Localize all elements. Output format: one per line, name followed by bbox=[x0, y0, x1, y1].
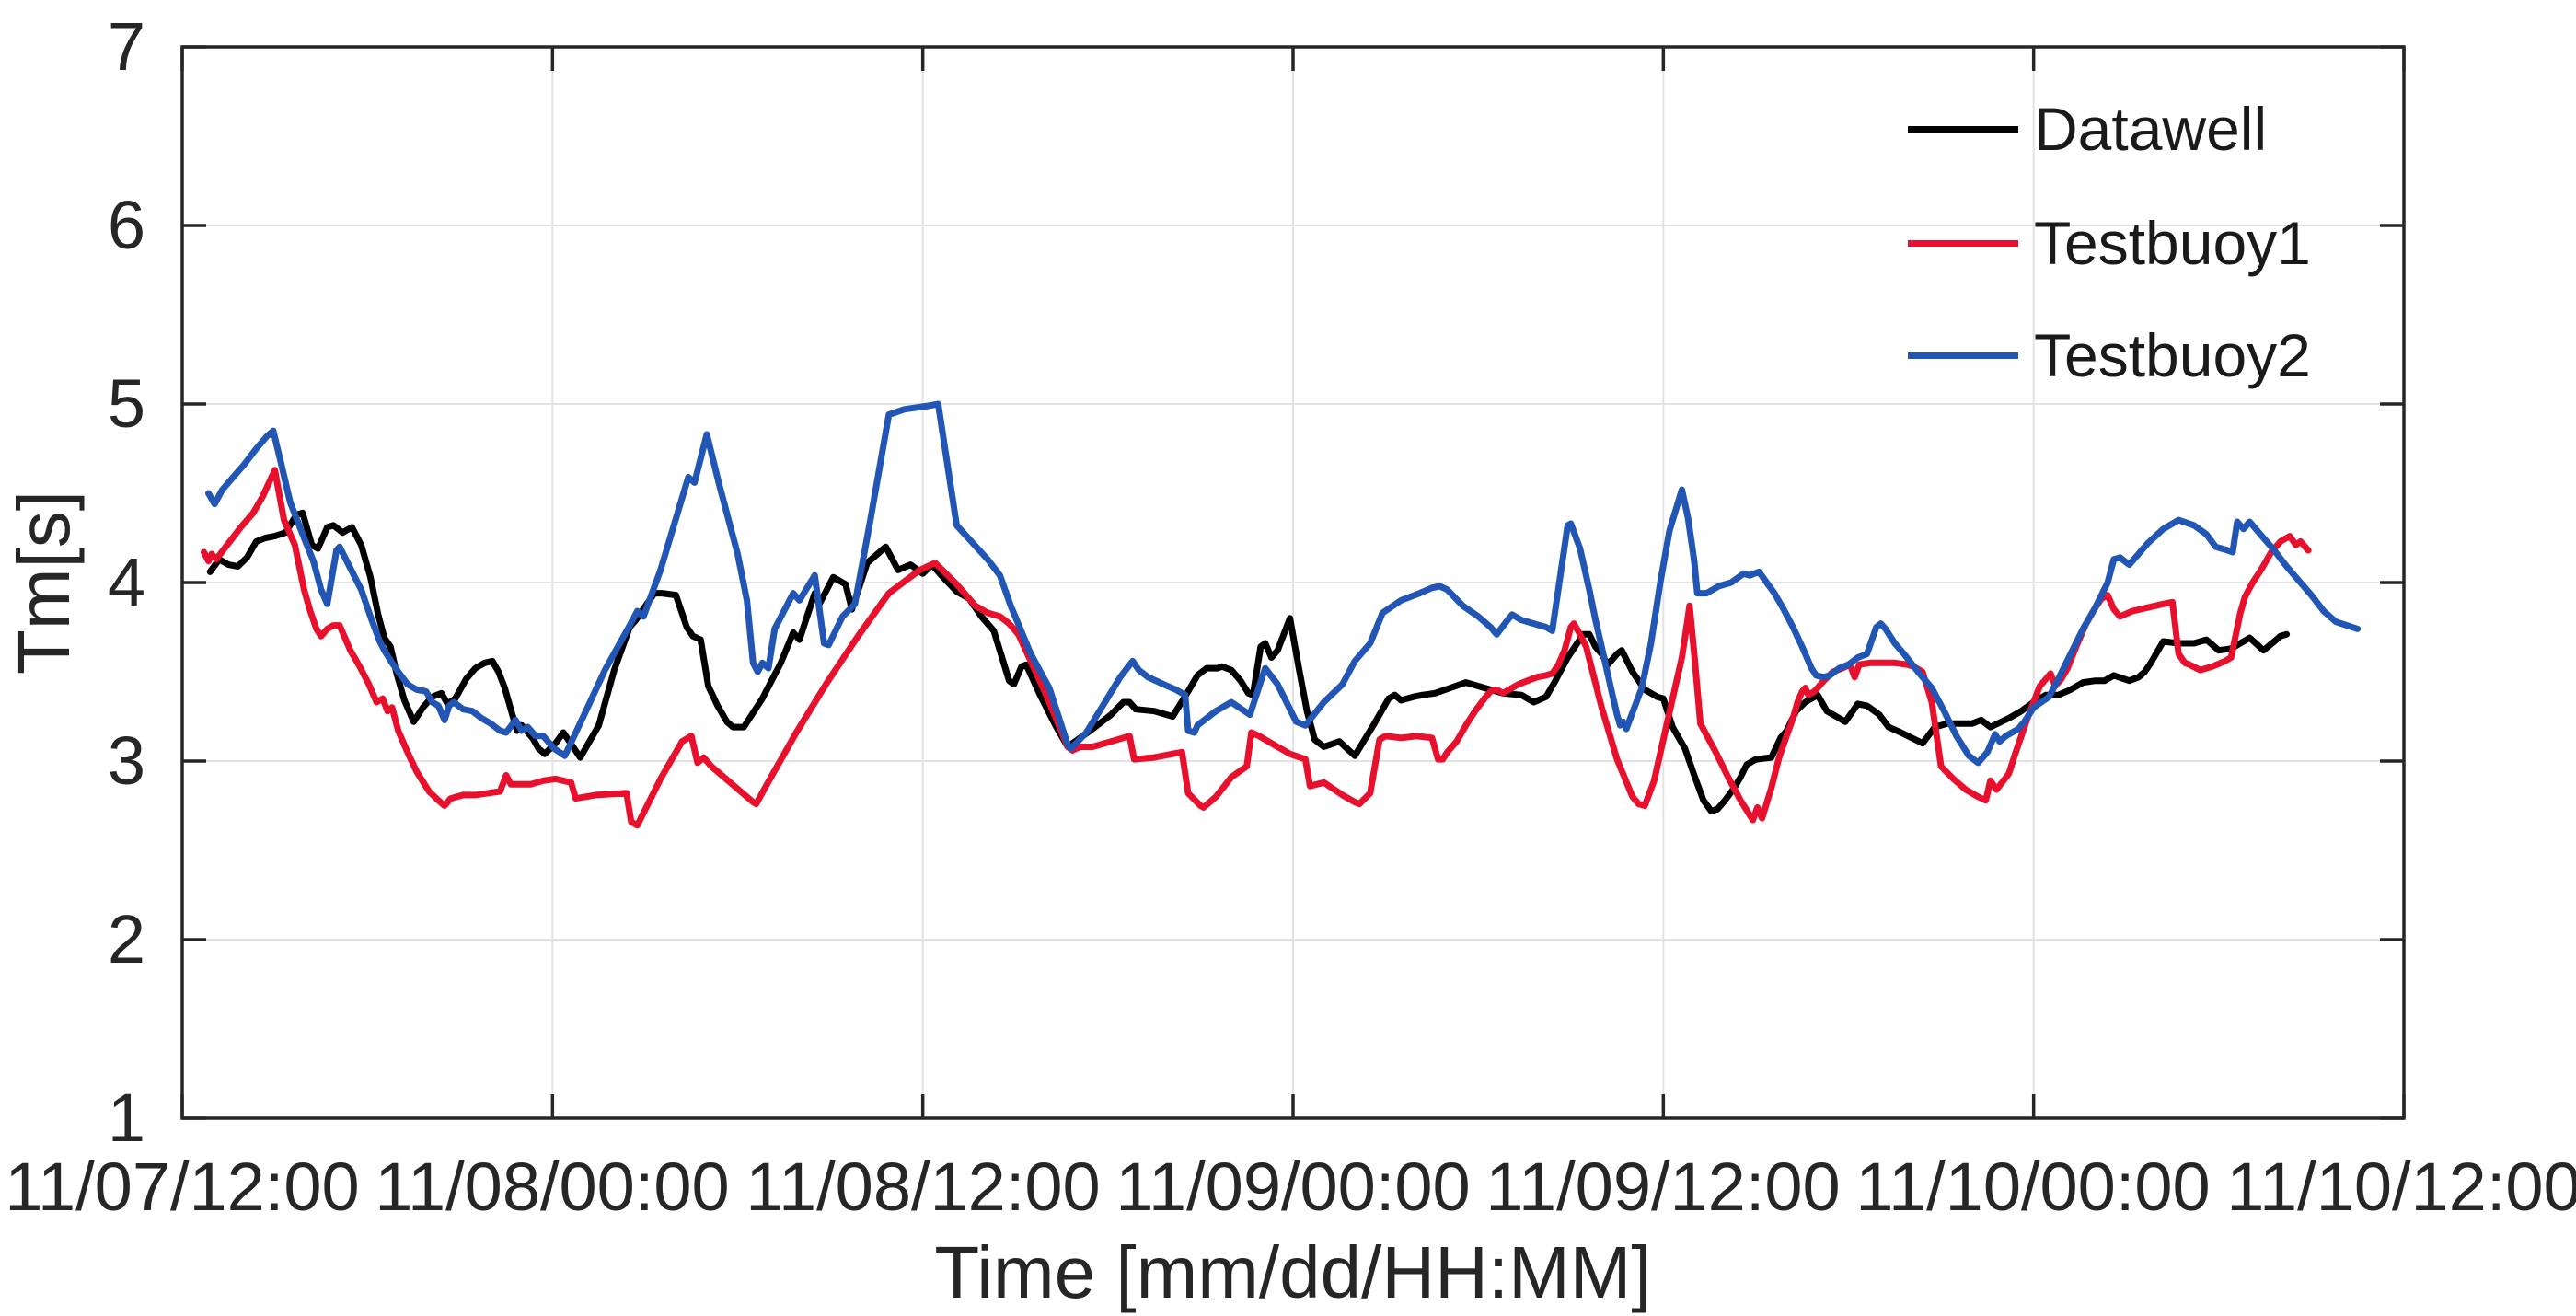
x-axis-title: Time [mm/dd/HH:MM] bbox=[934, 1231, 1652, 1313]
ytick-label-5: 5 bbox=[107, 365, 145, 442]
ytick-label-3: 3 bbox=[107, 722, 145, 799]
xtick-label-2: 11/08/12:00 bbox=[745, 1149, 1101, 1225]
xtick-label-6: 11/10/12:00 bbox=[2226, 1149, 2576, 1225]
legend-label: Datawell bbox=[2034, 95, 2268, 163]
ytick-label-1: 1 bbox=[107, 1079, 145, 1156]
xtick-label-4: 11/09/12:00 bbox=[1485, 1149, 1841, 1225]
legend-label: Testbuoy1 bbox=[2034, 209, 2311, 277]
testbuoy1-line-swatch bbox=[1908, 240, 2018, 247]
y-axis-title: Tm[s] bbox=[3, 491, 85, 675]
xtick-label-0: 11/07/12:00 bbox=[5, 1149, 360, 1225]
ytick-label-7: 7 bbox=[107, 8, 145, 85]
xtick-label-3: 11/09/00:00 bbox=[1115, 1149, 1471, 1225]
ytick-label-4: 4 bbox=[107, 544, 145, 620]
xtick-label-5: 11/10/00:00 bbox=[1855, 1149, 2211, 1225]
xtick-label-1: 11/08/00:00 bbox=[375, 1149, 730, 1225]
datawell-line-swatch bbox=[1908, 126, 2018, 133]
ytick-label-6: 6 bbox=[107, 187, 145, 263]
ytick-label-2: 2 bbox=[107, 901, 145, 977]
legend-label: Testbuoy2 bbox=[2034, 321, 2311, 389]
testbuoy2-line-swatch bbox=[1908, 352, 2018, 359]
